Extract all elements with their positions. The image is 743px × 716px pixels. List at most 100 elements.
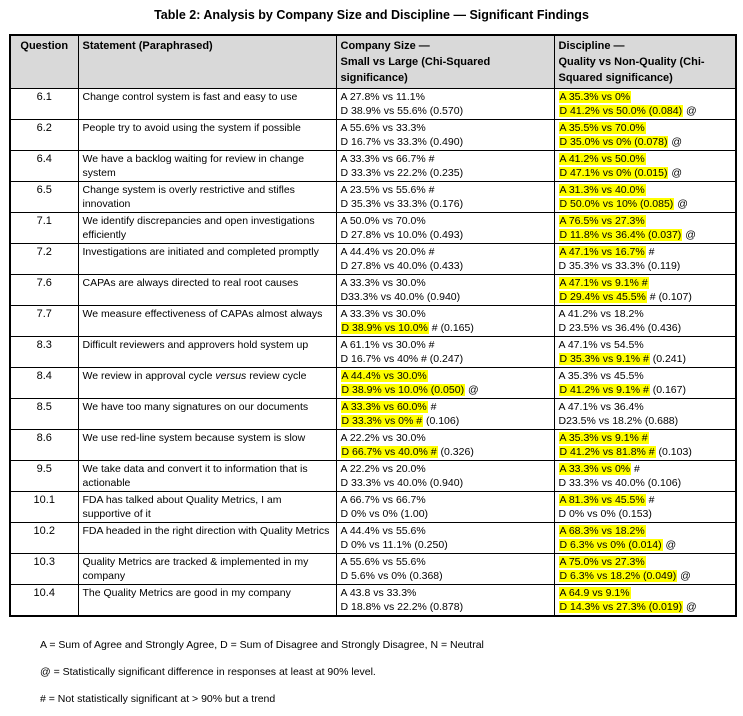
statement-cell: We measure effectiveness of CAPAs almost… <box>77 305 337 337</box>
plain-value: # <box>645 494 655 506</box>
disagree-line: D 6.3% vs 18.2% (0.049) @ <box>558 569 732 583</box>
plain-value: D 27.8% vs 40.0% (0.433) <box>340 260 464 272</box>
plain-value: A 35.3% vs 45.5% <box>558 370 644 382</box>
discipline-cell: A 75.0% vs 27.3% D 6.3% vs 18.2% (0.049)… <box>553 553 737 585</box>
disagree-line: D 35.3% vs 9.1% # (0.241) <box>558 352 732 366</box>
highlighted-value: D 6.3% vs 18.2% (0.049) <box>558 570 678 582</box>
statement-text: FDA headed in the right direction with Q… <box>82 525 330 537</box>
disagree-line: D 16.7% vs 40% # (0.247) <box>341 352 550 366</box>
plain-value: @ <box>465 384 479 396</box>
highlighted-value: D 35.0% vs 0% (0.078) <box>558 136 669 148</box>
plain-value: D 27.8% vs 10.0% (0.493) <box>340 229 464 241</box>
question-cell: 8.5 <box>9 398 79 430</box>
agree-line: A 47.1% vs 9.1% # <box>558 276 732 290</box>
plain-value: (0.241) <box>649 353 686 365</box>
agree-line: A 50.0% vs 70.0% <box>341 214 550 228</box>
disagree-line: D 29.4% vs 45.5% # (0.107) <box>558 290 732 304</box>
discipline-cell: A 47.1% vs 36.4% D23.5% vs 18.2% (0.688) <box>553 398 737 430</box>
statement-cell: FDA headed in the right direction with Q… <box>77 522 337 554</box>
plain-value: @ <box>677 570 691 582</box>
discipline-cell: A 47.1% vs 16.7% # D 35.3% vs 33.3% (0.1… <box>553 243 737 275</box>
disagree-line: D 38.9% vs 10.0% # (0.165) <box>340 321 550 335</box>
plain-value: A 61.1% vs 30.0% # <box>340 339 435 351</box>
agree-line: A 33.3% vs 0% # <box>558 462 732 476</box>
company-size-cell: A 44.4% vs 20.0% # D 27.8% vs 40.0% (0.4… <box>335 243 555 275</box>
plain-value: D 35.3% vs 33.3% (0.119) <box>558 260 681 272</box>
agree-line: A 47.1% vs 54.5% <box>559 338 732 352</box>
agree-line: A 33.3% vs 30.0% <box>341 276 550 290</box>
disagree-line: D 41.2% vs 81.8% # (0.103) <box>558 445 732 459</box>
disagree-line: D 35.0% vs 0% (0.078) @ <box>558 135 732 149</box>
company-size-cell: A 43.8 vs 33.3% D 18.8% vs 22.2% (0.878) <box>335 584 555 617</box>
plain-value: @ <box>668 136 683 148</box>
plain-value: (0.326) <box>437 446 474 458</box>
question-cell: 9.5 <box>9 460 79 492</box>
question-cell: 6.5 <box>9 181 79 213</box>
header-row: Question Statement (Paraphrased) Company… <box>9 34 737 89</box>
plain-value: A 41.2% vs 18.2% <box>558 308 644 320</box>
plain-value: D 33.3% vs 40.0% (0.106) <box>558 477 682 489</box>
company-size-cell: A 66.7% vs 66.7% D 0% vs 0% (1.00) <box>335 491 555 523</box>
agree-line: A 64.9 vs 9.1% <box>558 586 732 600</box>
plain-value: A 47.1% vs 54.5% <box>558 339 644 351</box>
statement-text: We use red-line system because system is… <box>82 432 306 444</box>
highlighted-value: D 66.7% vs 40.0% # <box>340 446 438 458</box>
agree-line: A 35.3% vs 0% <box>558 90 732 104</box>
agree-line: A 81.3% vs 45.5% # <box>558 493 732 507</box>
page-title: Table 2: Analysis by Company Size and Di… <box>154 8 589 22</box>
plain-value: @ <box>683 105 697 117</box>
statement-cell: We take data and convert it to informati… <box>77 460 337 492</box>
statement-text-after: review cycle <box>246 370 307 382</box>
agree-line: A 31.3% vs 40.0% <box>558 183 732 197</box>
table-row: 8.5 We have too many signatures on our d… <box>9 398 737 430</box>
plain-value: A 44.4% vs 55.6% <box>340 525 426 537</box>
table-row: 10.3 Quality Metrics are tracked & imple… <box>9 553 737 585</box>
statement-text: We have a backlog waiting for review in … <box>82 153 305 179</box>
disagree-line: D 41.2% vs 50.0% (0.084) @ <box>558 104 732 118</box>
plain-value: A 33.3% vs 30.0% <box>340 277 426 289</box>
plain-value: D 38.9% vs 55.6% (0.570) <box>340 105 464 117</box>
statement-text: CAPAs are always directed to real root c… <box>82 277 299 289</box>
question-cell: 7.7 <box>9 305 79 337</box>
highlighted-value: A 35.5% vs 70.0% <box>558 122 646 134</box>
table-row: 10.4 The Quality Metrics are good in my … <box>9 584 737 617</box>
footnote-legend: A = Sum of Agree and Strongly Agree, D =… <box>40 639 484 651</box>
statement-cell: People try to avoid using the system if … <box>77 119 337 151</box>
agree-line: A 47.1% vs 16.7% # <box>558 245 732 259</box>
disagree-line: D 33.3% vs 22.2% (0.235) <box>341 166 550 180</box>
header-company-size: Company Size — Small vs Large (Chi-Squar… <box>335 34 555 89</box>
table-row: 7.2 Investigations are initiated and com… <box>9 243 737 275</box>
table-row: 8.4 We review in approval cycle versus r… <box>9 367 737 399</box>
statement-text: Quality Metrics are tracked & implemente… <box>82 556 309 582</box>
highlighted-value: A 44.4% vs 30.0% <box>340 370 428 382</box>
discipline-cell: A 81.3% vs 45.5% # D 0% vs 0% (0.153) <box>553 491 737 523</box>
statement-text: People try to avoid using the system if … <box>82 122 301 134</box>
discipline-cell: A 35.3% vs 0% D 41.2% vs 50.0% (0.084) @ <box>553 88 737 120</box>
plain-value: D 0% vs 0% (0.153) <box>558 508 652 520</box>
highlighted-value: A 64.9 vs 9.1% <box>558 587 631 599</box>
plain-value: D 33.3% vs 40.0% (0.940) <box>340 477 464 489</box>
plain-value: @ <box>674 198 688 210</box>
plain-value: D 0% vs 0% (1.00) <box>340 508 429 520</box>
highlighted-value: D 41.2% vs 50.0% (0.084) <box>558 105 684 117</box>
disagree-line: D 33.3% vs 40.0% (0.106) <box>559 476 732 490</box>
question-cell: 8.3 <box>9 336 79 368</box>
highlighted-value: A 35.3% vs 0% <box>558 91 632 103</box>
agree-line: A 47.1% vs 36.4% <box>559 400 732 414</box>
discipline-cell: A 35.3% vs 45.5% D 41.2% vs 9.1% # (0.16… <box>553 367 737 399</box>
disagree-line: D 66.7% vs 40.0% # (0.326) <box>340 445 550 459</box>
disagree-line: D 18.8% vs 22.2% (0.878) <box>341 600 550 614</box>
statement-text: We take data and convert it to informati… <box>82 463 308 489</box>
plain-value: A 50.0% vs 70.0% <box>340 215 426 227</box>
statement-cell: We use red-line system because system is… <box>77 429 337 461</box>
highlighted-value: A 76.5% vs 27.3% <box>558 215 646 227</box>
disagree-line: D 23.5% vs 36.4% (0.436) <box>559 321 732 335</box>
statement-cell: We identify discrepancies and open inves… <box>77 212 337 244</box>
question-cell: 6.1 <box>9 88 79 120</box>
statement-cell: Investigations are initiated and complet… <box>77 243 337 275</box>
disagree-line: D 5.6% vs 0% (0.368) <box>341 569 550 583</box>
plain-value: (0.167) <box>649 384 686 396</box>
statement-cell: We have a backlog waiting for review in … <box>77 150 337 182</box>
table-row: 6.5 Change system is overly restrictive … <box>9 181 737 213</box>
footnote-trend: # = Not statistically significant at > 9… <box>40 693 276 705</box>
